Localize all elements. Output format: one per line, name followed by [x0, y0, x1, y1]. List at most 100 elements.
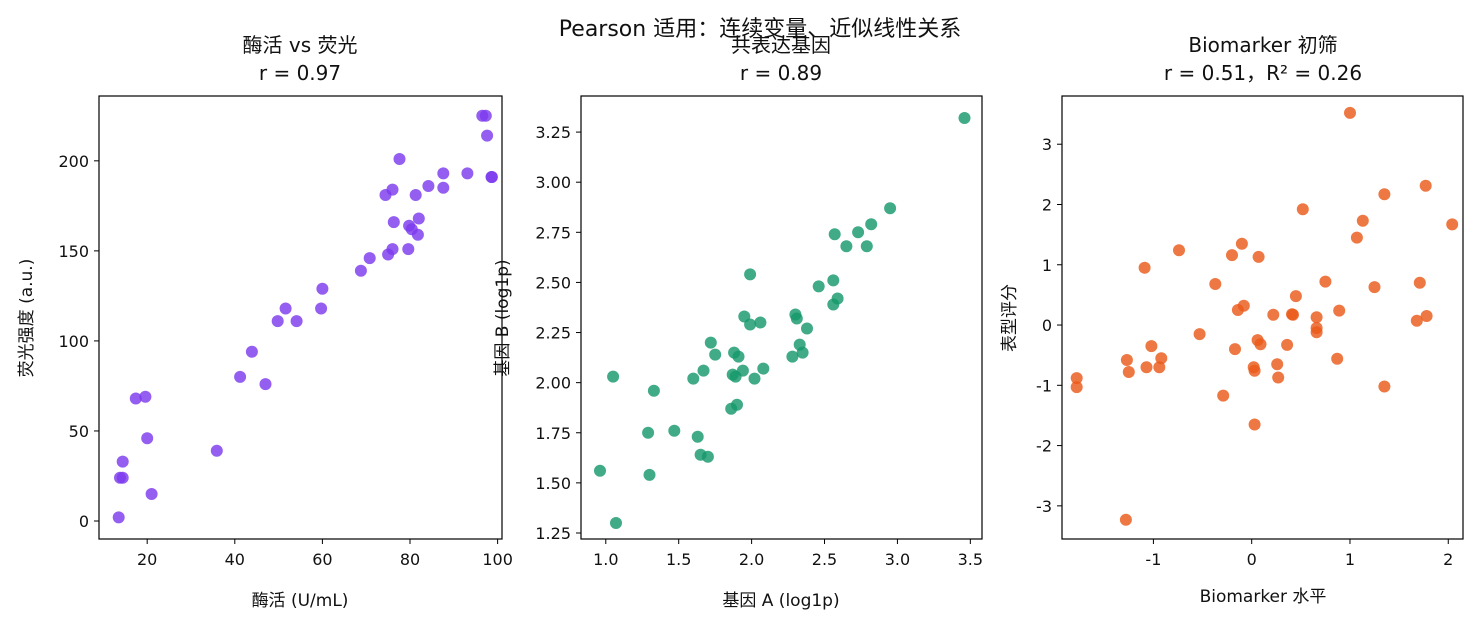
panel-1-ytick-label: 150: [58, 242, 89, 261]
panel-3-point: [1248, 364, 1261, 377]
panel-2-point: [610, 517, 622, 529]
panel-1-point: [259, 378, 272, 391]
panel-1-point: [387, 216, 400, 229]
panel-2-point: [827, 274, 840, 287]
panel-2-xtick-label: 3.5: [958, 550, 983, 569]
panel-2-point: [701, 450, 714, 463]
panel-3-point: [1173, 244, 1185, 257]
panel-2-point: [831, 292, 844, 305]
panel-2-point: [691, 430, 704, 443]
panel-3-point: [1378, 188, 1391, 201]
panel-2-point: [884, 202, 897, 215]
panel-1-point: [145, 488, 158, 500]
panel-2-point: [647, 384, 660, 397]
panel-3-xtick-label: 1: [1345, 550, 1355, 569]
panel-enzyme-fluorescence: 酶活 vs 荧光 r = 0.97 20 40 60 80 10005010015020…: [17, 33, 513, 611]
panel-1-point: [116, 471, 129, 484]
panel-1-point: [393, 153, 406, 165]
panel-3-point: [1254, 338, 1267, 351]
panel-2-frame: [580, 95, 983, 540]
panel-3-xtick-label: -1: [1145, 550, 1161, 569]
panel-3-point: [1319, 275, 1332, 288]
panel-1-xtick-label: 40: [225, 550, 245, 569]
panel-1-point: [245, 345, 258, 358]
panel-3-ytick-label: -2: [1036, 437, 1052, 456]
panel-2-point: [642, 426, 655, 439]
panel-2-xtick-label: 3.0: [885, 550, 910, 569]
panel-1-point: [402, 243, 415, 256]
panel-3-xtick-label: 2: [1443, 550, 1453, 569]
panel-3-point: [1145, 340, 1158, 353]
panel-2-point: [812, 280, 825, 293]
panel-biomarker: Biomarker 初筛 r = 0.51，R² = 0.26 -1 0 1 2-3-…: [1000, 33, 1464, 607]
panel-coexpression: 共表达基因 r = 0.89 1.0 1.5 2.0 2.5 3.0 3.5 1.25 1.5…: [493, 33, 983, 611]
panel-3-point: [1410, 314, 1423, 327]
panel-3-point: [1226, 249, 1238, 262]
panel-3-point: [1237, 299, 1250, 312]
panel-1-point: [422, 180, 435, 192]
panel-1-point: [479, 109, 492, 122]
panel-3-xtick-label: 0: [1247, 550, 1257, 569]
panel-3-ytick-label: -3: [1036, 497, 1052, 516]
panel-3-point: [1119, 513, 1132, 526]
panel-2-point: [754, 316, 767, 329]
panel-1-point: [386, 243, 399, 256]
panel-2-ytick-label: 2.00: [535, 374, 571, 393]
panel-3-point: [1289, 290, 1302, 303]
panel-3-ytick-label: 0: [1042, 316, 1052, 335]
panel-1-point: [411, 228, 424, 241]
panel-1-point: [290, 315, 303, 328]
panel-3-xlabel: Biomarker 水平: [1200, 587, 1327, 607]
panel-3-point: [1193, 328, 1206, 341]
panel-2-point: [786, 350, 799, 363]
panel-3-point: [1344, 106, 1356, 119]
panel-1-ytick-label: 50: [69, 422, 89, 441]
panel-1-point: [481, 129, 494, 142]
panel-3-point: [1281, 338, 1294, 351]
panel-3-point: [1350, 231, 1363, 244]
panel-2-point: [860, 240, 873, 253]
panel-1-point: [129, 392, 142, 405]
panel-3-point: [1155, 352, 1168, 365]
panel-2-point: [744, 318, 757, 331]
panel-1-subtitle: r = 0.97: [259, 61, 341, 85]
panel-2-title: 共表达基因: [731, 33, 831, 57]
panel-3-subtitle: r = 0.51，R² = 0.26: [1164, 61, 1362, 85]
panel-1-point: [437, 181, 450, 194]
panel-2-xtick-label: 2.0: [739, 550, 764, 569]
panel-3-point: [1217, 389, 1230, 402]
panel-1-point: [485, 171, 498, 183]
panel-3-point: [1420, 310, 1433, 322]
panel-3-point: [1331, 352, 1344, 365]
panel-3-plot: -1 0 1 2 -3 -2 -1 0 1 2 3: [1036, 95, 1464, 569]
panel-3-point: [1310, 311, 1323, 324]
panel-3-point: [1368, 281, 1381, 294]
panel-2-point: [757, 362, 770, 375]
panel-3-point: [1235, 237, 1248, 250]
panel-3-point: [1310, 326, 1323, 339]
panel-2-point: [840, 240, 853, 253]
panel-1-point: [139, 390, 152, 403]
panel-2-point: [643, 468, 656, 481]
panel-2-point: [732, 350, 745, 363]
panel-2-point: [594, 464, 606, 477]
panel-1-xtick-label: 100: [482, 550, 513, 569]
panel-2-point: [958, 112, 971, 124]
panel-2-point: [852, 226, 865, 239]
panel-1-xlabel: 酶活 (U/mL): [252, 591, 349, 611]
panel-2-ytick-label: 2.25: [535, 324, 571, 343]
panel-2-ytick-label: 1.75: [535, 424, 571, 443]
panel-3-point: [1446, 218, 1459, 231]
panel-3-ytick-label: 1: [1042, 256, 1052, 275]
panel-1-point: [412, 212, 425, 225]
panel-3-point: [1356, 214, 1369, 227]
panel-3-point: [1378, 380, 1391, 393]
panel-1-ytick-label: 100: [58, 332, 89, 351]
panel-2-ytick-label: 2.50: [535, 273, 571, 292]
panel-3-point: [1209, 278, 1222, 290]
panel-2-point: [704, 336, 717, 349]
panel-1-point: [363, 252, 376, 265]
panel-2-ytick-label: 1.25: [535, 524, 571, 543]
panel-3-point: [1122, 366, 1135, 378]
